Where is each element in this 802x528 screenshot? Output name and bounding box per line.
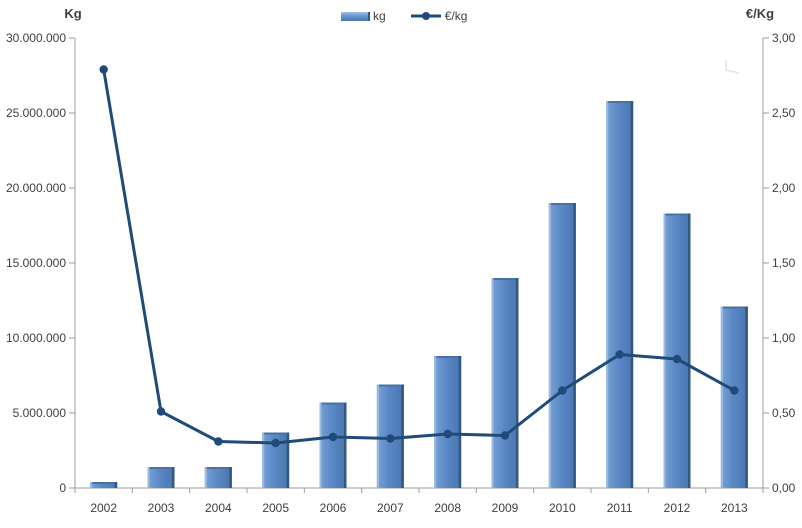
left-axis-tick-label: 5.000.000 [13, 406, 67, 420]
bar-2011 [606, 101, 634, 488]
line-marker-2012 [672, 354, 682, 364]
line-series-swatch-icon [410, 12, 441, 20]
right-axis-tick-label: 0,50 [772, 406, 796, 420]
legend-label-eur-per-kg: €/kg [444, 9, 468, 23]
legend-label-kg: kg [373, 9, 386, 23]
right-axis-title: €/Kg [745, 6, 775, 21]
left-axis-tick-label: 0 [59, 481, 66, 495]
left-axis-tick-label: 15.000.000 [6, 256, 66, 270]
line-marker-2007 [386, 434, 395, 443]
left-axis-tick-label: 20.000.000 [6, 181, 66, 195]
line-marker-2005 [271, 438, 280, 448]
x-axis-label: 2011 [607, 501, 633, 515]
x-axis-label: 2007 [377, 501, 404, 515]
x-axis-label: 2003 [148, 501, 175, 515]
x-axis-label: 2009 [492, 501, 519, 515]
left-axis-tick-label: 10.000.000 [6, 331, 66, 345]
line-marker-2006 [328, 432, 338, 442]
line-marker-2010 [558, 386, 567, 395]
line-marker-2008 [443, 429, 452, 439]
line-marker-2009 [500, 431, 510, 440]
x-axis-label: 2013 [721, 501, 748, 515]
line-series-path [102, 68, 736, 445]
line-marker-2004 [214, 437, 223, 446]
bar-2013 [720, 306, 748, 488]
bar-2012 [663, 213, 691, 488]
right-axis-tick-label: 3,00 [772, 31, 796, 45]
legend-item-kg: kg [341, 9, 386, 23]
left-axis-tick-label: 30.000.000 [6, 31, 66, 45]
right-axis-tick-label: 0,00 [772, 481, 796, 495]
legend-item-eur-per-kg: €/kg [410, 9, 468, 23]
line-marker-2011 [615, 350, 624, 359]
bar-2010 [548, 203, 576, 488]
right-axis-tick-label: 2,50 [772, 106, 796, 120]
left-axis-tick-label: 25.000.000 [6, 106, 66, 120]
x-axis-label: 2002 [90, 501, 117, 515]
line-marker-2002 [99, 65, 108, 74]
bar-2009 [491, 278, 519, 488]
x-axis-label: 2004 [205, 501, 232, 515]
bar-series-swatch-icon [341, 11, 370, 21]
x-axis-label: 2008 [434, 501, 461, 515]
bar-2008 [434, 356, 462, 488]
line-marker-2013 [730, 386, 739, 395]
right-axis-tick-label: 2,00 [772, 181, 796, 195]
left-axis-title: Kg [64, 6, 82, 21]
line-marker-2003 [156, 407, 166, 416]
bar-2004 [204, 467, 232, 488]
bar-2002 [90, 482, 118, 488]
bar-2003 [147, 467, 175, 488]
legend: kg €/kg [341, 9, 467, 23]
right-axis-tick-label: 1,00 [772, 331, 796, 345]
x-axis-label: 2010 [549, 501, 576, 515]
x-axis-label: 2006 [320, 501, 347, 515]
x-axis-label: 2012 [664, 501, 691, 515]
right-axis-tick-label: 1,50 [772, 256, 796, 270]
faint-watermark-icon [718, 58, 744, 83]
x-axis-label: 2005 [262, 501, 289, 515]
bar-2006 [319, 402, 347, 488]
